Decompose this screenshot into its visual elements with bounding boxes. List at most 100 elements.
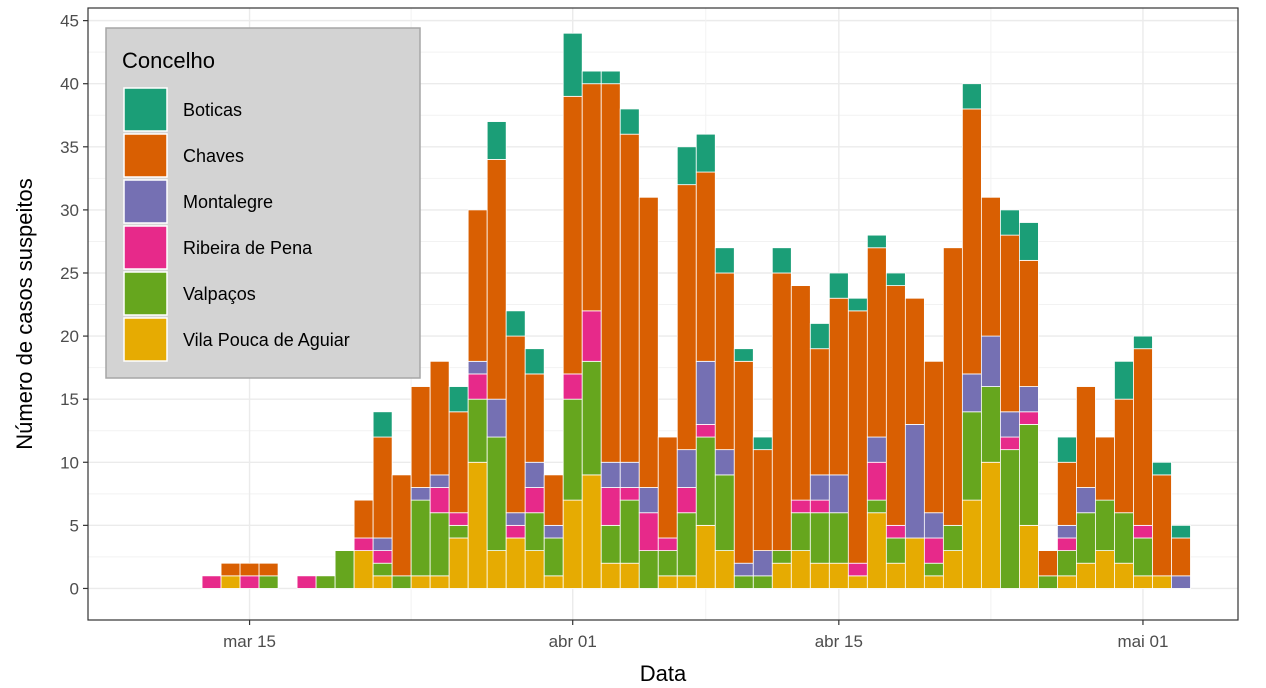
x-tick-label: mai 01 xyxy=(1117,632,1168,651)
x-axis: mar 15 abr 01 abr 15 mai 01 xyxy=(223,620,1168,651)
bar-segment xyxy=(391,575,412,589)
bar-segment xyxy=(1171,524,1191,539)
bar-segment xyxy=(638,512,659,551)
bar-segment xyxy=(1114,512,1134,564)
bar-segment xyxy=(600,70,621,85)
legend-key xyxy=(123,225,168,270)
legend-label: Montalegre xyxy=(183,192,273,212)
legend-label: Boticas xyxy=(183,100,242,120)
bar-segment xyxy=(1019,222,1039,261)
y-tick-label: 0 xyxy=(70,579,79,598)
bar-segment xyxy=(980,335,1001,387)
bar-segment xyxy=(866,461,887,501)
x-tick-label: mar 15 xyxy=(223,632,276,651)
bar-segment xyxy=(752,436,773,451)
bar-segment xyxy=(239,562,260,577)
bar-segment xyxy=(524,348,545,375)
legend-label: Valpaços xyxy=(183,284,256,304)
bar-segment xyxy=(562,373,583,400)
legend: Concelho Boticas Chaves Montalegre Ribeira … xyxy=(105,27,421,379)
bar-segment xyxy=(961,108,982,375)
bar-segment xyxy=(372,562,393,577)
bar-segment xyxy=(467,373,488,400)
bar-segment xyxy=(847,297,868,312)
x-axis-title: Data xyxy=(640,661,687,686)
bar-segment xyxy=(790,512,811,551)
bar-segment xyxy=(961,373,982,413)
bar-segment xyxy=(1152,461,1172,476)
bar-segment xyxy=(809,562,830,589)
bar-segment xyxy=(1057,537,1077,551)
bar-segment xyxy=(961,411,982,501)
bar-segment xyxy=(1057,550,1077,577)
x-tick-label: abr 15 xyxy=(815,632,863,651)
bar-segment xyxy=(904,424,925,539)
bar-segment xyxy=(885,524,906,539)
bar-segment xyxy=(676,575,697,589)
bar-segment xyxy=(885,285,906,526)
bar-segment xyxy=(847,562,868,577)
bar-segment xyxy=(733,575,754,589)
bar-segment xyxy=(1133,524,1153,539)
bar-segment xyxy=(714,272,735,451)
legend-items: Boticas Chaves Montalegre Ribeira de Pena Va… xyxy=(123,87,350,362)
bar-segment xyxy=(353,499,374,539)
bar-segment xyxy=(752,550,773,577)
bar-segment xyxy=(809,474,830,501)
y-tick-label: 30 xyxy=(60,201,79,220)
bar-segment xyxy=(562,499,583,589)
bar-segment xyxy=(600,487,621,526)
bar-segment xyxy=(334,550,355,589)
bar-segment xyxy=(828,297,849,476)
bar-segment xyxy=(486,398,507,438)
legend-key xyxy=(123,87,168,132)
bar-segment xyxy=(790,285,811,501)
bar-segment xyxy=(714,550,735,589)
bar-segment xyxy=(771,272,792,551)
bar-segment xyxy=(1019,386,1039,413)
legend-label: Vila Pouca de Aguiar xyxy=(183,330,350,350)
bar-segment xyxy=(486,550,507,589)
bar-segment xyxy=(1038,550,1058,577)
bar-segment xyxy=(1095,499,1115,551)
bar-segment xyxy=(1076,562,1096,589)
bar-segment xyxy=(562,398,583,501)
bars xyxy=(201,32,1191,589)
bar-segment xyxy=(448,512,469,526)
bar-segment xyxy=(1076,386,1096,488)
bar-segment xyxy=(581,360,602,476)
bar-segment xyxy=(885,537,906,564)
bar-segment xyxy=(771,247,792,274)
bar-segment xyxy=(1171,575,1191,589)
bar-segment xyxy=(467,398,488,463)
bar-segment xyxy=(904,297,925,425)
bar-segment xyxy=(752,449,773,551)
bar-segment xyxy=(448,386,469,413)
bar-segment xyxy=(448,411,469,514)
y-tick-label: 10 xyxy=(60,453,79,472)
y-tick-label: 25 xyxy=(60,264,79,283)
bar-segment xyxy=(942,550,963,589)
y-tick-label: 35 xyxy=(60,138,79,157)
bar-segment xyxy=(961,499,982,589)
bar-segment xyxy=(1019,524,1039,589)
bar-segment xyxy=(733,562,754,577)
bar-segment xyxy=(999,411,1020,438)
bar-segment xyxy=(600,524,621,564)
bar-segment xyxy=(999,234,1020,413)
bar-segment xyxy=(809,323,830,350)
bar-segment xyxy=(619,108,640,135)
bar-segment xyxy=(220,562,241,577)
bar-segment xyxy=(619,461,640,488)
bar-segment xyxy=(866,512,887,589)
bar-segment xyxy=(676,487,697,514)
bar-segment xyxy=(429,487,450,514)
bar-segment xyxy=(695,524,716,589)
bar-segment xyxy=(1114,398,1134,514)
bar-segment xyxy=(543,537,564,577)
bar-segment xyxy=(999,209,1020,236)
bar-segment xyxy=(467,209,488,362)
bar-segment xyxy=(467,360,488,375)
bar-segment xyxy=(999,449,1020,589)
bar-segment xyxy=(410,386,431,488)
